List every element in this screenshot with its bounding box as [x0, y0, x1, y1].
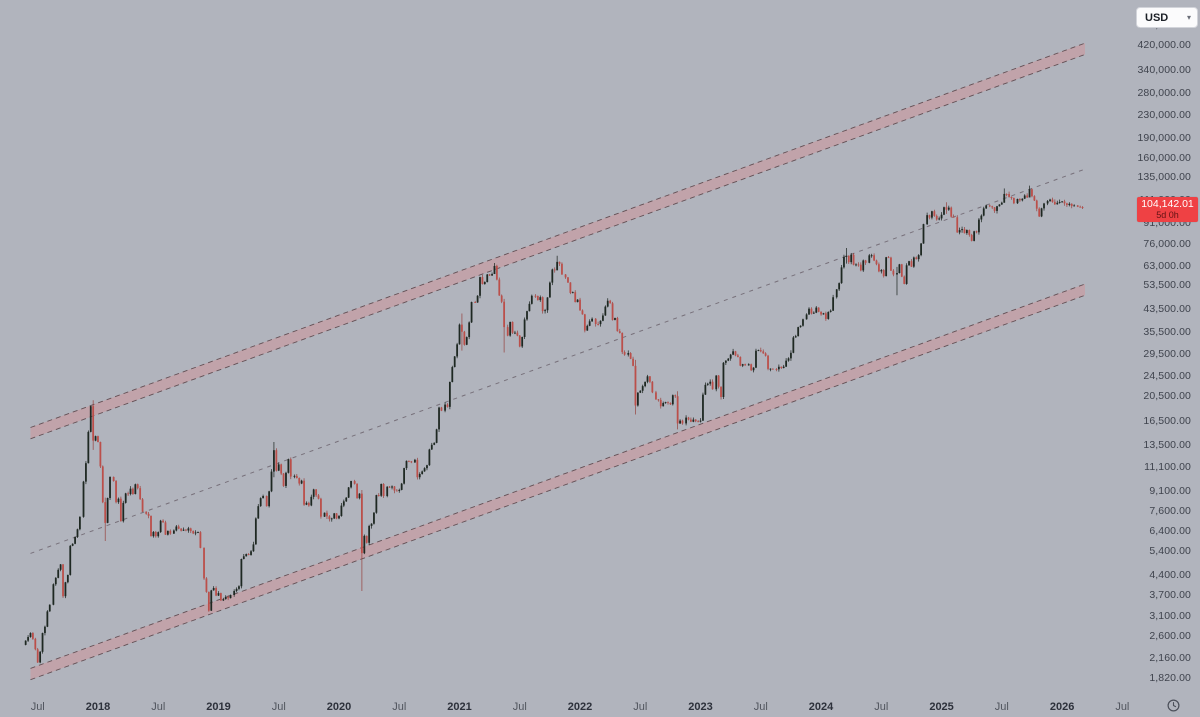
time-tick-month: Jul [30, 701, 45, 713]
time-axis[interactable]: Jul 2018 Jul 2019 Jul 2020 Jul 2021 Jul 2022 Jul 20… [0, 699, 1135, 717]
time-tick-month: Jul [633, 701, 648, 713]
time-tick-year: 2020 [326, 701, 352, 713]
price-tick: 4,400.00 [1149, 568, 1191, 581]
price-tick: 16,500.00 [1143, 415, 1191, 428]
price-tick: 53,500.00 [1143, 278, 1191, 291]
price-tick: 2,160.00 [1149, 651, 1191, 664]
time-tick-month: Jul [874, 701, 889, 713]
price-tick: 160,000.00 [1137, 151, 1191, 164]
price-tick: 3,700.00 [1149, 589, 1191, 602]
time-tick-month: Jul [994, 701, 1009, 713]
price-tick: 420,000.00 [1137, 39, 1191, 52]
price-tick: 135,000.00 [1137, 171, 1191, 184]
price-tick: 9,100.00 [1149, 484, 1191, 497]
time-tick-month: Jul [1115, 701, 1130, 713]
price-tick: 6,400.00 [1149, 525, 1191, 538]
price-axis[interactable]: 500,000.00420,000.00340,000.00280,000.00… [1135, 0, 1200, 717]
price-tick: 29,500.00 [1143, 347, 1191, 360]
time-tick-month: Jul [512, 701, 527, 713]
time-tick-year: 2018 [85, 701, 111, 713]
price-tick: 11,100.00 [1144, 461, 1191, 474]
time-tick-year: 2019 [206, 701, 231, 713]
time-tick-year: 2023 [688, 701, 713, 713]
time-tick-year: 2022 [567, 701, 593, 713]
bar-countdown: 5d 0h [1156, 209, 1179, 220]
last-price-label: 104,142.01 5d 0h [1137, 196, 1198, 222]
price-tick: 76,000.00 [1143, 238, 1191, 251]
price-tick: 190,000.00 [1137, 131, 1191, 144]
time-tick-month: Jul [151, 701, 166, 713]
currency-selector[interactable]: USD ▾ [1136, 7, 1198, 28]
time-tick-year: 2024 [808, 701, 834, 713]
price-tick: 35,500.00 [1143, 326, 1191, 339]
price-tick: 20,500.00 [1143, 390, 1191, 403]
price-tick: 43,500.00 [1143, 302, 1191, 315]
price-tick: 230,000.00 [1137, 109, 1191, 122]
time-tick-month: Jul [392, 701, 407, 713]
price-tick: 5,400.00 [1149, 545, 1191, 558]
time-tick-month: Jul [271, 701, 286, 713]
time-tick-year: 2026 [1049, 701, 1075, 713]
candles [24, 185, 1084, 664]
price-tick: 13,500.00 [1143, 438, 1191, 451]
price-tick: 24,500.00 [1143, 369, 1191, 382]
price-tick: 280,000.00 [1137, 86, 1191, 99]
trend-channel[interactable] [30, 42, 1086, 681]
price-tick: 340,000.00 [1137, 64, 1191, 77]
price-tick: 3,100.00 [1149, 609, 1191, 622]
time-tick-year: 2025 [929, 701, 954, 713]
price-tick: 63,000.00 [1143, 259, 1191, 272]
caret-down-icon: ▾ [1186, 13, 1191, 22]
price-tick: 2,600.00 [1149, 630, 1191, 643]
last-price-value: 104,142.01 [1141, 197, 1194, 210]
currency-value: USD [1145, 11, 1169, 24]
price-tick: 7,600.00 [1149, 505, 1191, 518]
clock-icon[interactable] [1165, 697, 1182, 714]
price-tick: 1,820.00 [1149, 671, 1191, 684]
time-tick-year: 2021 [447, 701, 472, 713]
time-tick-month: Jul [753, 701, 768, 713]
